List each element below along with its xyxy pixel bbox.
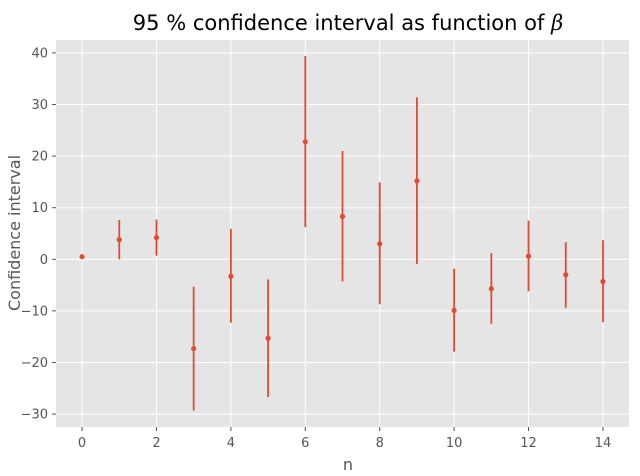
data-point — [451, 307, 457, 313]
chart-title: 95 % confidence interval as function of … — [133, 11, 563, 35]
y-tick-label: 0 — [40, 253, 48, 268]
x-axis-ticks: 0 2 4 6 8 10 12 14 — [78, 427, 611, 451]
x-tick-label: 12 — [520, 436, 537, 451]
data-point — [302, 139, 308, 145]
data-point — [79, 254, 85, 260]
x-tick-label: 10 — [446, 436, 463, 451]
data-marks — [79, 55, 606, 411]
y-tick-label: 40 — [31, 46, 48, 61]
chart-title-beta: β — [550, 11, 563, 35]
y-tick-label: 30 — [31, 98, 48, 113]
x-tick-label: 2 — [152, 436, 160, 451]
chart-title-text: 95 % confidence interval as function of — [133, 11, 551, 35]
data-point — [191, 345, 197, 352]
data-point — [525, 253, 532, 259]
y-axis-label: Confidence interval — [5, 155, 24, 311]
x-tick-label: 0 — [78, 436, 86, 451]
data-point — [265, 335, 271, 341]
y-tick-label: −10 — [21, 304, 48, 319]
x-tick-label: 8 — [376, 436, 384, 451]
x-tick-label: 6 — [301, 436, 309, 451]
data-point — [377, 241, 383, 247]
x-axis-label: n — [343, 455, 353, 474]
y-tick-label: −20 — [21, 356, 48, 371]
data-point — [116, 237, 122, 243]
data-point — [600, 278, 606, 285]
y-tick-label: 20 — [31, 150, 48, 165]
data-point — [339, 213, 346, 220]
y-tick-label: −30 — [21, 408, 48, 423]
data-point — [414, 178, 420, 184]
x-tick-label: 14 — [595, 436, 612, 451]
data-point — [228, 273, 234, 279]
y-tick-label: 10 — [31, 201, 48, 216]
x-tick-label: 4 — [227, 436, 235, 451]
data-point — [563, 272, 569, 278]
data-point — [488, 286, 494, 292]
y-axis-ticks: −30 −20 −10 0 10 20 30 40 — [21, 46, 56, 423]
data-point — [153, 235, 160, 241]
